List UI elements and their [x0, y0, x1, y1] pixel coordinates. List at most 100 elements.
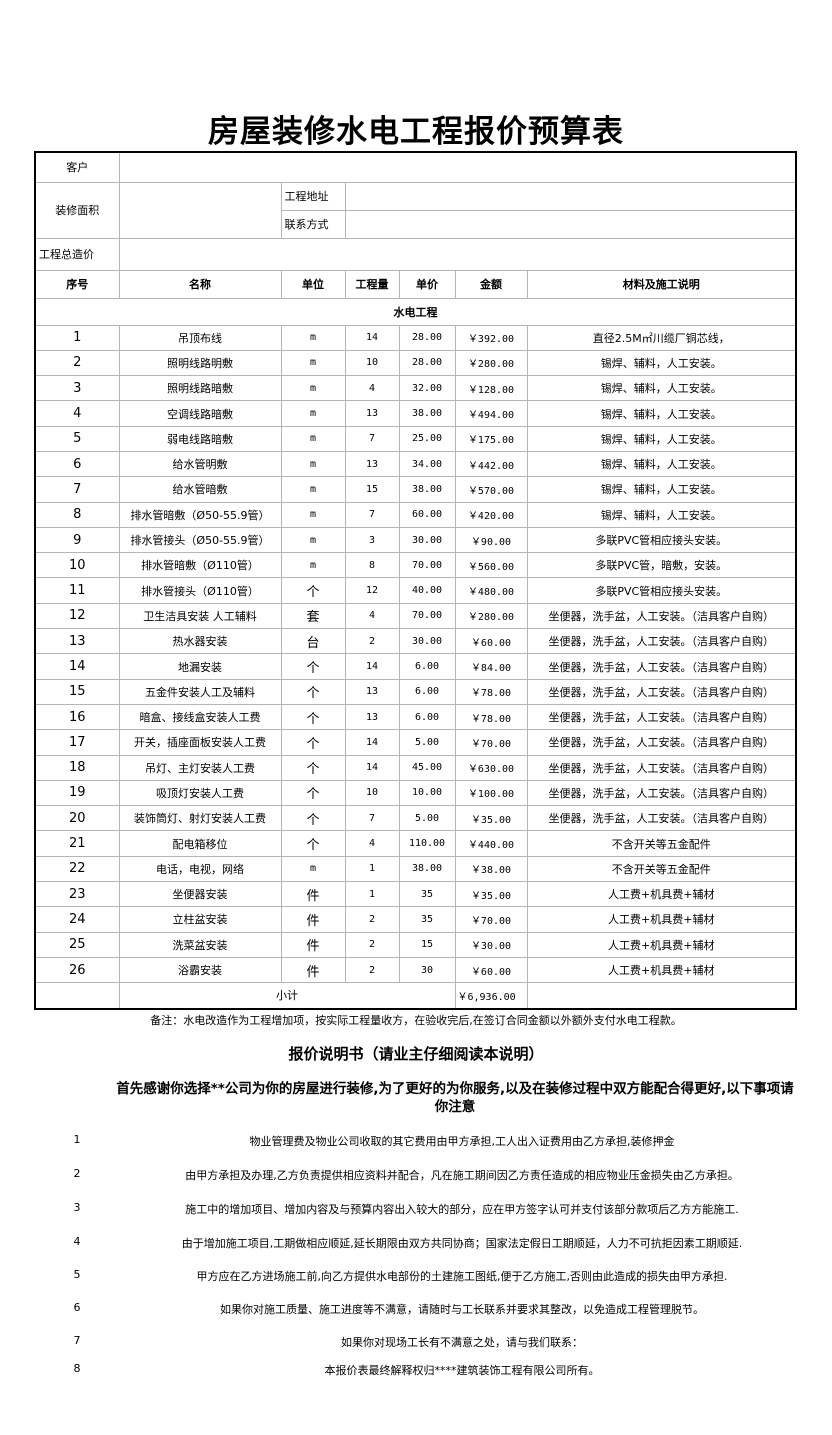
cell-qty: 8: [344, 552, 400, 579]
cell-qty: 4: [344, 602, 400, 630]
cell-desc: 直径2.5M㎡川缆厂铜芯线，: [526, 324, 797, 351]
cell-amount: ￥100.00: [454, 779, 528, 807]
cell-unit: m: [280, 501, 346, 528]
cell-unit: 个: [280, 577, 346, 604]
cell-desc: 人工费+机具费+辅材: [526, 906, 797, 933]
table-row: 3 照明线路暗敷 m 4 32.00 ￥128.00 锡焊、辅料，人工安装。: [34, 375, 797, 402]
contact-row: 联系方式: [35, 209, 797, 239]
note-number: 3: [73, 1201, 81, 1214]
cell-no: 6: [34, 450, 120, 478]
note-number: 4: [73, 1235, 81, 1248]
cell-unit: 个: [280, 653, 346, 680]
cell-desc: 锡焊、辅料，人工安装。: [526, 476, 797, 503]
cell-amount: ￥60.00: [454, 628, 528, 655]
cell-no: 24: [34, 906, 120, 933]
cell-amount: ￥38.00: [454, 855, 528, 883]
cell-name: 卫生洁具安装 人工辅料: [118, 602, 282, 630]
cell-qty: 2: [344, 906, 400, 933]
note-number: 5: [73, 1268, 81, 1281]
cell-name: 排水管暗敷（Ø50-55.9管）: [118, 501, 282, 528]
cell-amount: ￥78.00: [454, 703, 528, 731]
cell-no: 10: [34, 552, 120, 579]
cell-no: 1: [34, 324, 120, 351]
cell-desc: 锡焊、辅料，人工安装。: [526, 375, 797, 402]
cell-price: 60.00: [398, 501, 456, 528]
cell-unit: 套: [280, 602, 346, 630]
note-item: 7 如果你对现场工长有不满意之处，请与我们联系：: [0, 1334, 832, 1350]
table-row: 9 排水管接头（Ø50-55.9管） m 3 30.00 ￥90.00 多联PVC管相应接头…: [34, 526, 797, 554]
cell-qty: 7: [344, 425, 400, 452]
cell-desc: 坐便器，洗手盆，人工安装。（洁具客户自购）: [526, 653, 797, 680]
cell-price: 70.00: [398, 552, 456, 579]
cell-qty: 13: [344, 400, 400, 427]
cell-amount: ￥84.00: [454, 653, 528, 680]
cell-price: 70.00: [398, 602, 456, 630]
contact-value[interactable]: [344, 209, 797, 239]
cell-unit: 件: [280, 906, 346, 933]
note-number: 1: [73, 1133, 81, 1146]
cell-desc: 锡焊、辅料，人工安装。: [526, 450, 797, 478]
table-row: 5 弱电线路暗敷 m 7 25.00 ￥175.00 锡焊、辅料，人工安装。: [34, 425, 797, 452]
cell-qty: 14: [344, 754, 400, 781]
note-item: 3 施工中的增加项目、增加内容及与预算内容出入较大的部分，应在甲方签字认可并支付该…: [0, 1201, 832, 1217]
cell-qty: 14: [344, 653, 400, 680]
cell-name: 暗盒、接线盒安装人工费: [118, 703, 282, 731]
cell-amount: ￥35.00: [454, 805, 528, 832]
cell-unit: 件: [280, 956, 346, 984]
cell-price: 10.00: [398, 779, 456, 807]
subtotal-empty: [34, 982, 120, 1010]
col-price-header: 单价: [398, 269, 456, 299]
cell-desc: 人工费+机具费+辅材: [526, 956, 797, 984]
cell-desc: 坐便器，洗手盆，人工安装。（洁具客户自购）: [526, 602, 797, 630]
cell-qty: 14: [344, 324, 400, 351]
table-row: 13 热水器安装台 2 30.00 ￥60.00 坐便器，洗手盆，人工安装。（洁具客户自购…: [34, 628, 797, 655]
total-label: 工程总造价: [34, 237, 120, 271]
cell-qty: 3: [344, 526, 400, 554]
table-row: 12 卫生洁具安装 人工辅料套 4 70.00 ￥280.00 坐便器，洗手盆，人工安装。…: [34, 602, 797, 630]
cell-amount: ￥90.00: [454, 526, 528, 554]
cell-amount: ￥70.00: [454, 729, 528, 756]
cell-price: 35: [398, 881, 456, 908]
table-row: 21 配电箱移位个 4 110.00 ￥440.00 不含开关等五金配件: [34, 830, 797, 857]
cell-name: 照明线路暗敷: [118, 375, 282, 402]
note-item: 5 甲方应在乙方进场施工前,向乙方提供水电部份的土建施工图纸,便于乙方施工,否则由…: [0, 1268, 832, 1284]
table-row: 24 立柱盆安装件 2 35 ￥70.00 人工费+机具费+辅材: [34, 906, 797, 933]
cell-unit: m: [280, 552, 346, 579]
table-row: 2 照明线路明敷 m 10 28.00 ￥280.00 锡焊、辅料，人工安装。: [34, 349, 797, 377]
cell-no: 13: [34, 628, 120, 655]
cell-no: 21: [34, 830, 120, 857]
cell-qty: 14: [344, 729, 400, 756]
cell-amount: ￥35.00: [454, 881, 528, 908]
section-row: 水电工程: [34, 297, 797, 326]
cell-price: 40.00: [398, 577, 456, 604]
customer-label: 客户: [34, 151, 120, 183]
cell-desc: 锡焊、辅料，人工安装。: [526, 349, 797, 377]
note-text: 由于增加施工项目,工期做相应顺延,延长期限由双方共同协商；国家法定假日工期顺延，…: [181, 1237, 743, 1250]
table-row: 16 暗盒、接线盒安装人工费个 13 6.00 ￥78.00 坐便器，洗手盆，人工安装。（…: [34, 703, 797, 731]
cell-unit: 个: [280, 678, 346, 705]
cell-amount: ￥570.00: [454, 476, 528, 503]
cell-name: 立柱盆安装: [118, 906, 282, 933]
cell-unit: 个: [280, 830, 346, 857]
cell-price: 34.00: [398, 450, 456, 478]
cell-amount: ￥128.00: [454, 375, 528, 402]
customer-value[interactable]: [118, 151, 797, 183]
cell-unit: 件: [280, 881, 346, 908]
cell-desc: 不含开关等五金配件: [526, 830, 797, 857]
cell-name: 给水管暗敷: [118, 476, 282, 503]
remark: 备注：水电改造作为工程增加项，按实际工程量收方，在验收完后,在签订合同金额以外额…: [150, 1014, 682, 1027]
cell-price: 30.00: [398, 526, 456, 554]
total-value[interactable]: [118, 237, 797, 271]
cell-amount: ￥280.00: [454, 602, 528, 630]
cell-no: 16: [34, 703, 120, 731]
cell-name: 空调线路暗敷: [118, 400, 282, 427]
cell-no: 23: [34, 881, 120, 908]
address-value[interactable]: [344, 181, 797, 211]
cell-amount: ￥560.00: [454, 552, 528, 579]
cell-qty: 2: [344, 956, 400, 984]
cell-price: 30: [398, 956, 456, 984]
cell-amount: ￥630.00: [454, 754, 528, 781]
table-row: 8 排水管暗敷（Ø50-55.9管） m 7 60.00 ￥420.00 锡焊、辅料，人工安…: [34, 501, 797, 528]
table-row: 10 排水管暗敷（Ø110管） m 8 70.00 ￥560.00 多联PVC管，暗敷，安装…: [34, 552, 797, 579]
area-value[interactable]: [118, 181, 282, 239]
